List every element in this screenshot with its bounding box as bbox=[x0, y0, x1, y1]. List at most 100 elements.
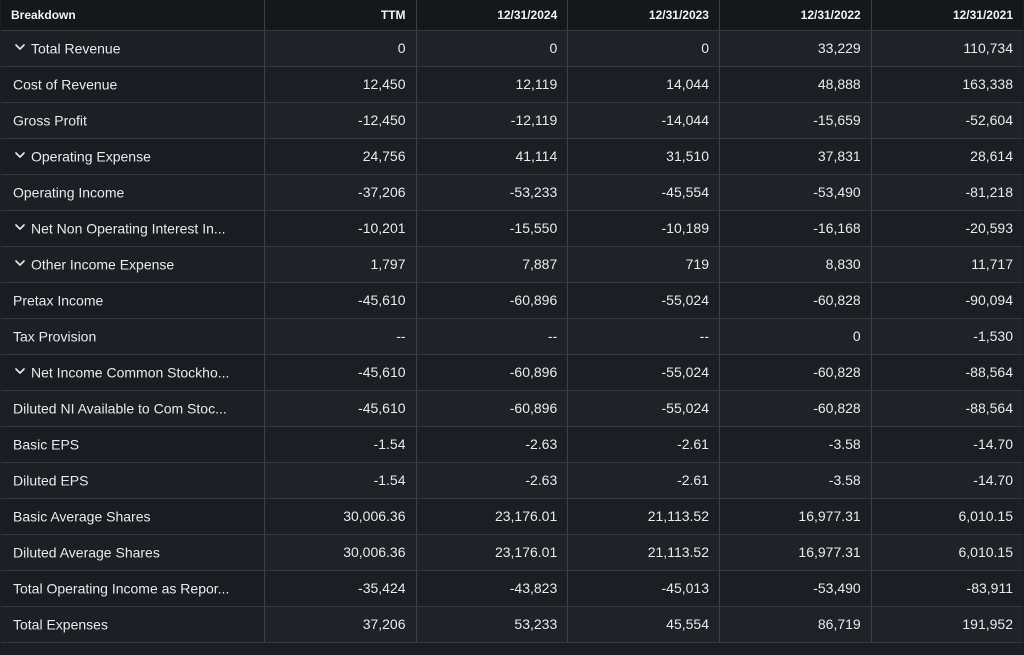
table-row[interactable]: Operating Expense 24,756 41,114 31,510 37,83… bbox=[1, 138, 1023, 175]
value-cell-2023: 21,113.52 bbox=[567, 534, 720, 571]
table-row: Gross Profit -12,450 -12,119 -14,044 -15,659… bbox=[1, 102, 1023, 139]
value-cell-2024: -60,896 bbox=[416, 390, 569, 427]
value-cell-2021: -20,593 bbox=[871, 210, 1023, 247]
column-header-ttm: TTM bbox=[264, 0, 417, 31]
value-cell-2023: 45,554 bbox=[567, 606, 720, 643]
value-cell-2023: -2.61 bbox=[567, 462, 720, 499]
value-cell-2024: 53,233 bbox=[416, 606, 569, 643]
value-cell-2023: -55,024 bbox=[567, 282, 720, 319]
row-label: Net Non Operating Interest In... bbox=[31, 220, 226, 237]
row-label: Other Income Expense bbox=[31, 256, 175, 273]
value-cell-2023: -- bbox=[567, 318, 720, 355]
value-cell-2024: 7,887 bbox=[416, 246, 569, 283]
row-label: Total Expenses bbox=[13, 616, 108, 633]
row-label: Diluted Average Shares bbox=[13, 544, 160, 561]
table-row: Total Expenses 37,206 53,233 45,554 86,719 19… bbox=[1, 606, 1023, 643]
value-cell-2022: -60,828 bbox=[719, 390, 872, 427]
value-cell-2023: -45,013 bbox=[567, 570, 720, 607]
header-row: Breakdown TTM 12/31/2024 12/31/2023 12/3… bbox=[1, 0, 1023, 31]
row-label: Basic EPS bbox=[13, 436, 80, 453]
value-cell-2021: 110,734 bbox=[871, 30, 1023, 67]
value-cell-ttm: 12,450 bbox=[264, 66, 417, 103]
row-label-cell: Basic EPS bbox=[1, 426, 265, 463]
value-cell-2021: 6,010.15 bbox=[871, 534, 1023, 571]
value-cell-ttm: -1.54 bbox=[264, 462, 417, 499]
row-label: Gross Profit bbox=[13, 112, 87, 129]
value-cell-2022: -15,659 bbox=[719, 102, 872, 139]
value-cell-2021: 11,717 bbox=[871, 246, 1023, 283]
value-cell-ttm: -35,424 bbox=[264, 570, 417, 607]
value-cell-2024: -2.63 bbox=[416, 462, 569, 499]
chevron-down-icon[interactable] bbox=[13, 366, 27, 376]
value-cell-2024: -15,550 bbox=[416, 210, 569, 247]
row-label: Basic Average Shares bbox=[13, 508, 151, 525]
row-label: Diluted NI Available to Com Stoc... bbox=[13, 400, 227, 417]
value-cell-2023: 14,044 bbox=[567, 66, 720, 103]
row-label-cell: Pretax Income bbox=[1, 282, 265, 319]
value-cell-ttm: 1,797 bbox=[264, 246, 417, 283]
value-cell-2021: 191,952 bbox=[871, 606, 1023, 643]
value-cell-2024: 23,176.01 bbox=[416, 534, 569, 571]
value-cell-2021: -88,564 bbox=[871, 354, 1023, 391]
value-cell-2023: 21,113.52 bbox=[567, 498, 720, 535]
row-label: Net Income Common Stockho... bbox=[31, 364, 230, 381]
value-cell-2021: -14.70 bbox=[871, 426, 1023, 463]
row-label-cell[interactable]: Other Income Expense bbox=[1, 246, 265, 283]
value-cell-2024: 41,114 bbox=[416, 138, 569, 175]
value-cell-2023: 719 bbox=[567, 246, 720, 283]
row-label-cell: Diluted Average Shares bbox=[1, 534, 265, 571]
value-cell-2023: -55,024 bbox=[567, 354, 720, 391]
value-cell-ttm: -1.54 bbox=[264, 426, 417, 463]
row-label-cell[interactable]: Operating Expense bbox=[1, 138, 265, 175]
row-label: Operating Expense bbox=[31, 148, 151, 165]
chevron-down-icon[interactable] bbox=[13, 150, 27, 160]
value-cell-ttm: -10,201 bbox=[264, 210, 417, 247]
row-label-cell: Total Operating Income as Repor... bbox=[1, 570, 265, 607]
value-cell-2022: -53,490 bbox=[719, 570, 872, 607]
chevron-down-icon[interactable] bbox=[13, 42, 27, 52]
chevron-down-icon[interactable] bbox=[13, 222, 27, 232]
value-cell-2022: -3.58 bbox=[719, 462, 872, 499]
row-label: Tax Provision bbox=[13, 328, 97, 345]
row-label: Diluted EPS bbox=[13, 472, 89, 489]
table-row: Diluted NI Available to Com Stoc... -45,6… bbox=[1, 390, 1023, 427]
column-header-2021: 12/31/2021 bbox=[871, 0, 1023, 31]
column-header-2024: 12/31/2024 bbox=[416, 0, 569, 31]
table-row: Cost of Revenue 12,450 12,119 14,044 48,888 1… bbox=[1, 66, 1023, 103]
value-cell-2021: -81,218 bbox=[871, 174, 1023, 211]
value-cell-2022: 86,719 bbox=[719, 606, 872, 643]
table-row[interactable]: Other Income Expense 1,797 7,887 719 8,830 11… bbox=[1, 246, 1023, 283]
chevron-down-icon[interactable] bbox=[13, 258, 27, 268]
row-label-cell: Total Expenses bbox=[1, 606, 265, 643]
table-row: Pretax Income -45,610 -60,896 -55,024 -60,82… bbox=[1, 282, 1023, 319]
row-label-cell: Basic Average Shares bbox=[1, 498, 265, 535]
value-cell-ttm: -45,610 bbox=[264, 390, 417, 427]
value-cell-2022: 33,229 bbox=[719, 30, 872, 67]
table-row: Basic Average Shares 30,006.36 23,176.01 21… bbox=[1, 498, 1023, 535]
value-cell-2021: -88,564 bbox=[871, 390, 1023, 427]
value-cell-ttm: -12,450 bbox=[264, 102, 417, 139]
table-header: Breakdown TTM 12/31/2024 12/31/2023 12/3… bbox=[1, 0, 1023, 31]
table-row[interactable]: Net Non Operating Interest In... -10,201-… bbox=[1, 210, 1023, 247]
row-label-cell[interactable]: Net Non Operating Interest In... bbox=[1, 210, 265, 247]
table-row[interactable]: Net Income Common Stockho... -45,610 -60,8… bbox=[1, 354, 1023, 391]
table-row: Basic EPS -1.54 -2.63 -2.61 -3.58 -14.70 bbox=[1, 426, 1023, 463]
value-cell-2023: -55,024 bbox=[567, 390, 720, 427]
row-label: Total Revenue bbox=[31, 40, 121, 57]
value-cell-ttm: -37,206 bbox=[264, 174, 417, 211]
row-label-cell[interactable]: Net Income Common Stockho... bbox=[1, 354, 265, 391]
value-cell-2021: -83,911 bbox=[871, 570, 1023, 607]
value-cell-2023: 0 bbox=[567, 30, 720, 67]
table-row: Diluted EPS -1.54 -2.63 -2.61 -3.58 -14.70 bbox=[1, 462, 1023, 499]
breakdown-header: Breakdown bbox=[1, 0, 265, 31]
value-cell-ttm: 24,756 bbox=[264, 138, 417, 175]
value-cell-ttm: -- bbox=[264, 318, 417, 355]
value-cell-2021: 163,338 bbox=[871, 66, 1023, 103]
table-row[interactable]: Total Revenue 0 0 0 33,229 110,734 bbox=[1, 30, 1023, 67]
value-cell-2022: 16,977.31 bbox=[719, 498, 872, 535]
value-cell-2022: -3.58 bbox=[719, 426, 872, 463]
value-cell-2022: -60,828 bbox=[719, 282, 872, 319]
table-row: Diluted Average Shares 30,006.36 23,176.01… bbox=[1, 534, 1023, 571]
value-cell-2021: -90,094 bbox=[871, 282, 1023, 319]
row-label-cell[interactable]: Total Revenue bbox=[1, 30, 265, 67]
